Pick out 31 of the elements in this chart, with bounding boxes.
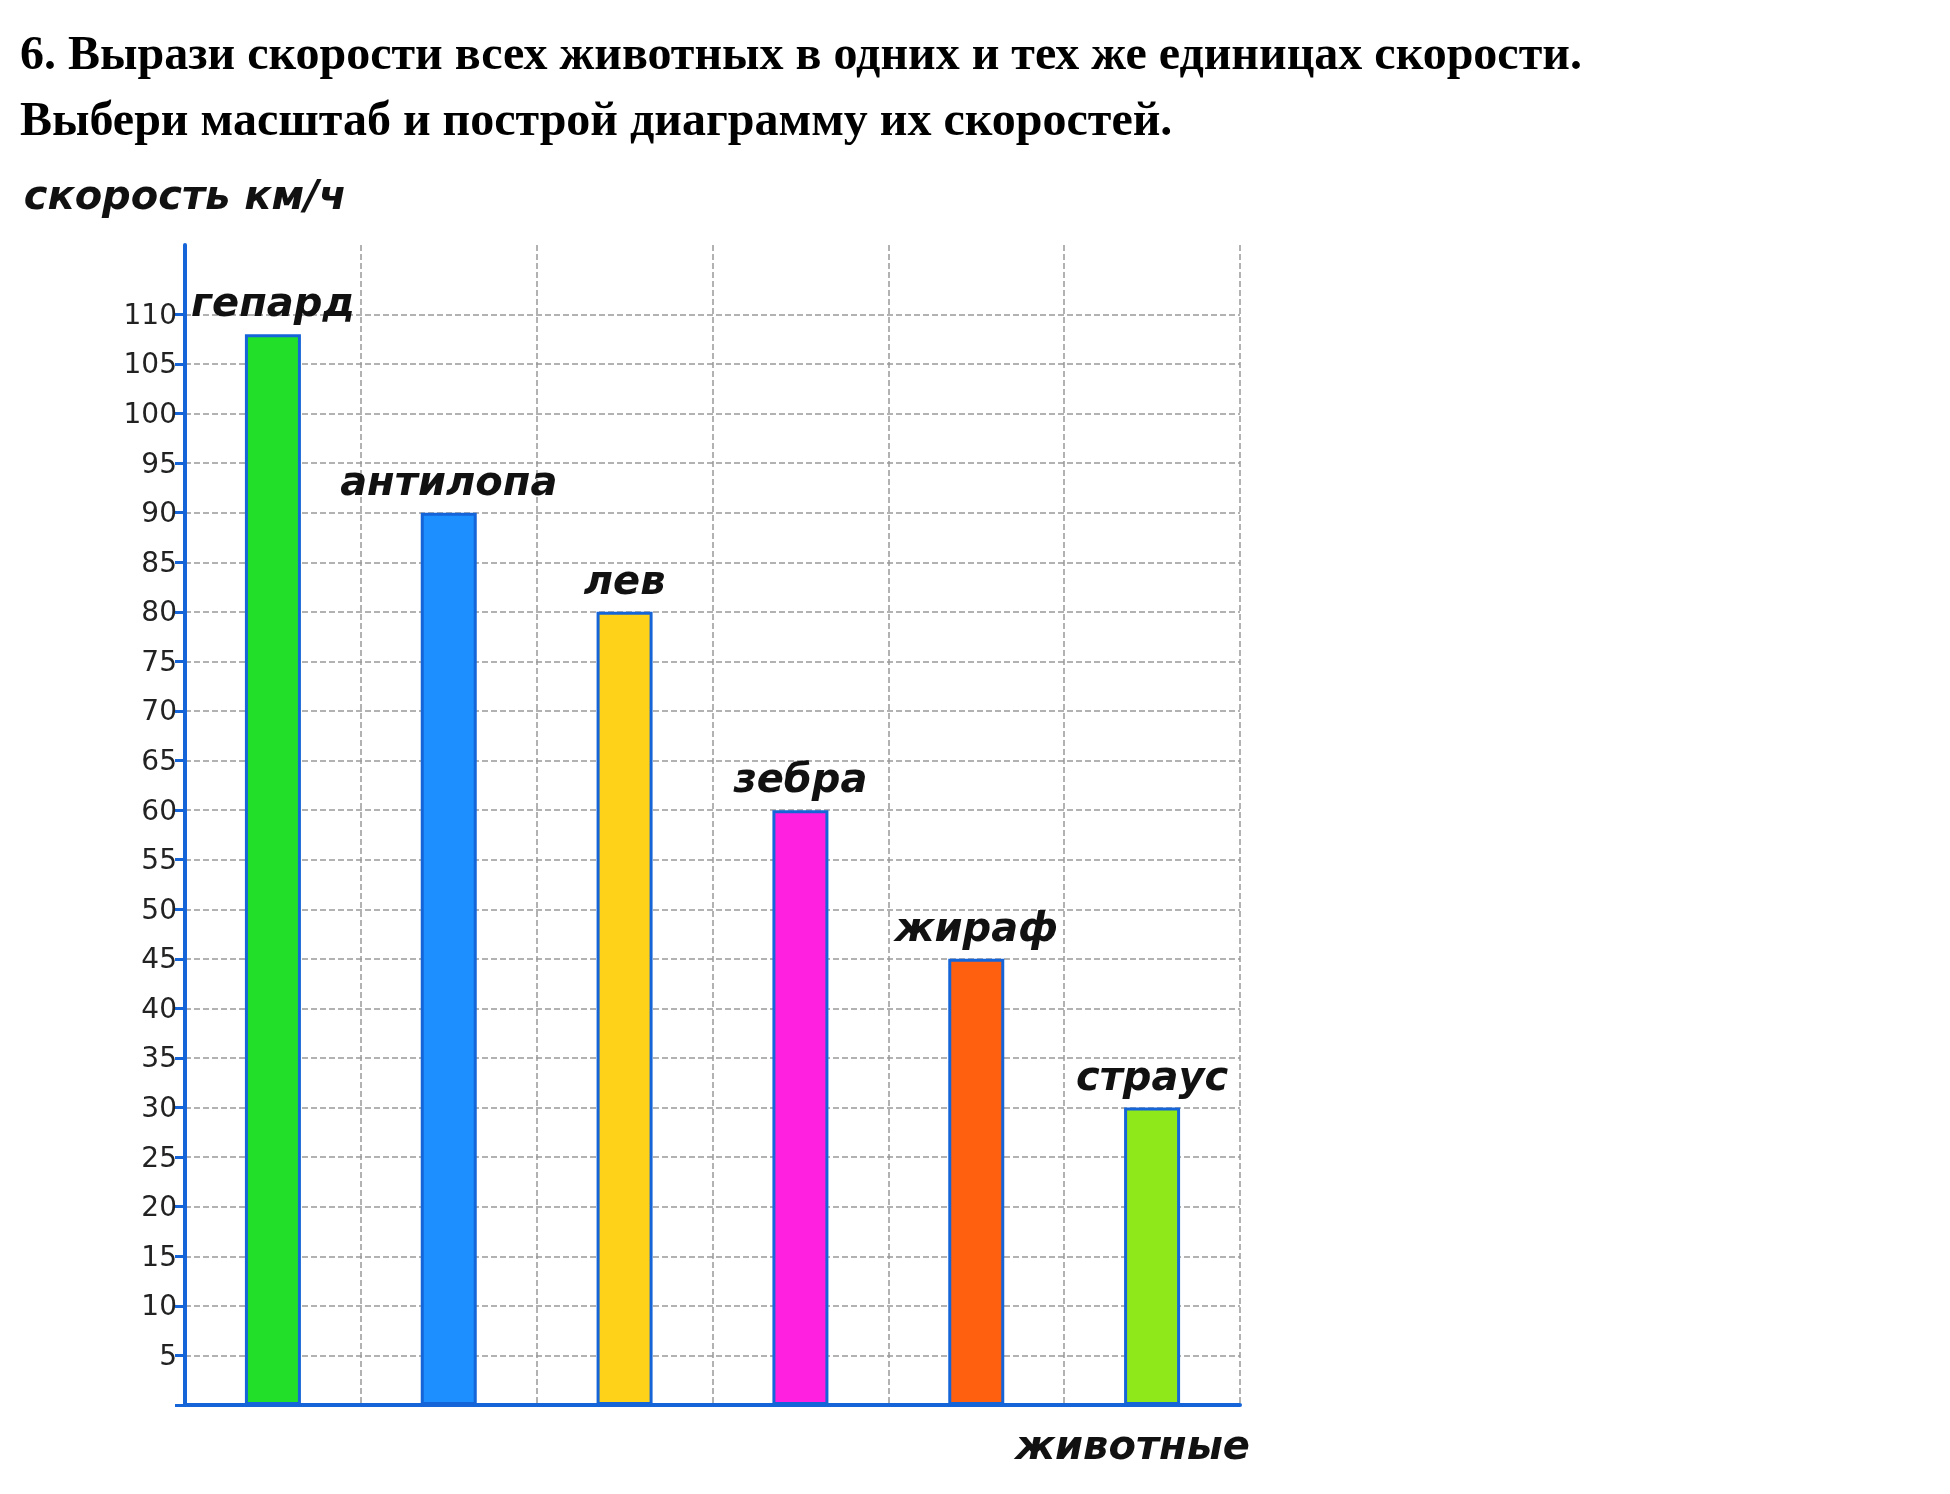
x-tick-label: страус	[1075, 1052, 1229, 1099]
y-tick-label: 20	[141, 1190, 177, 1224]
x-tick-label: гепард	[191, 279, 355, 326]
y-tick-label: 100	[123, 397, 177, 431]
y-axis-title: скорость км/ч	[23, 172, 347, 218]
y-tick-label: 65	[141, 744, 177, 778]
y-tick-label: 40	[141, 991, 177, 1025]
y-tick-label: 105	[123, 347, 177, 381]
x-tick-label: лев	[583, 556, 666, 603]
y-tick-label: 5	[159, 1338, 177, 1372]
chart-title: 6. Вырази скорости всех животных в одних и тех же единицах скорости. Выбери масштаб и построй диаграмму их скоростей.	[20, 25, 1582, 147]
y-tick-label: 25	[141, 1140, 177, 1174]
x-tick-label: антилопа	[340, 457, 558, 504]
y-tick-label: 35	[141, 1041, 177, 1075]
y-tick-label: 60	[141, 793, 177, 827]
x-tick-label: зебра	[732, 755, 868, 802]
y-tick-label: 45	[141, 942, 177, 976]
y-tick-label: 110	[123, 297, 177, 331]
y-tick-label: 90	[141, 496, 177, 530]
y-tick-label: 30	[141, 1091, 177, 1125]
x-tick-label: жираф	[892, 903, 1058, 950]
y-tick-label: 10	[141, 1289, 177, 1323]
y-tick-label: 70	[141, 694, 177, 728]
x-axis-title: животные	[1013, 1422, 1250, 1468]
y-tick-label: 50	[141, 892, 177, 926]
y-tick-label: 15	[141, 1239, 177, 1273]
y-tick-label: 80	[141, 595, 177, 629]
y-tick-label: 75	[141, 644, 177, 678]
y-tick-label: 85	[141, 545, 177, 579]
y-tick-label: 95	[141, 446, 177, 480]
y-tick-label: 55	[141, 843, 177, 877]
